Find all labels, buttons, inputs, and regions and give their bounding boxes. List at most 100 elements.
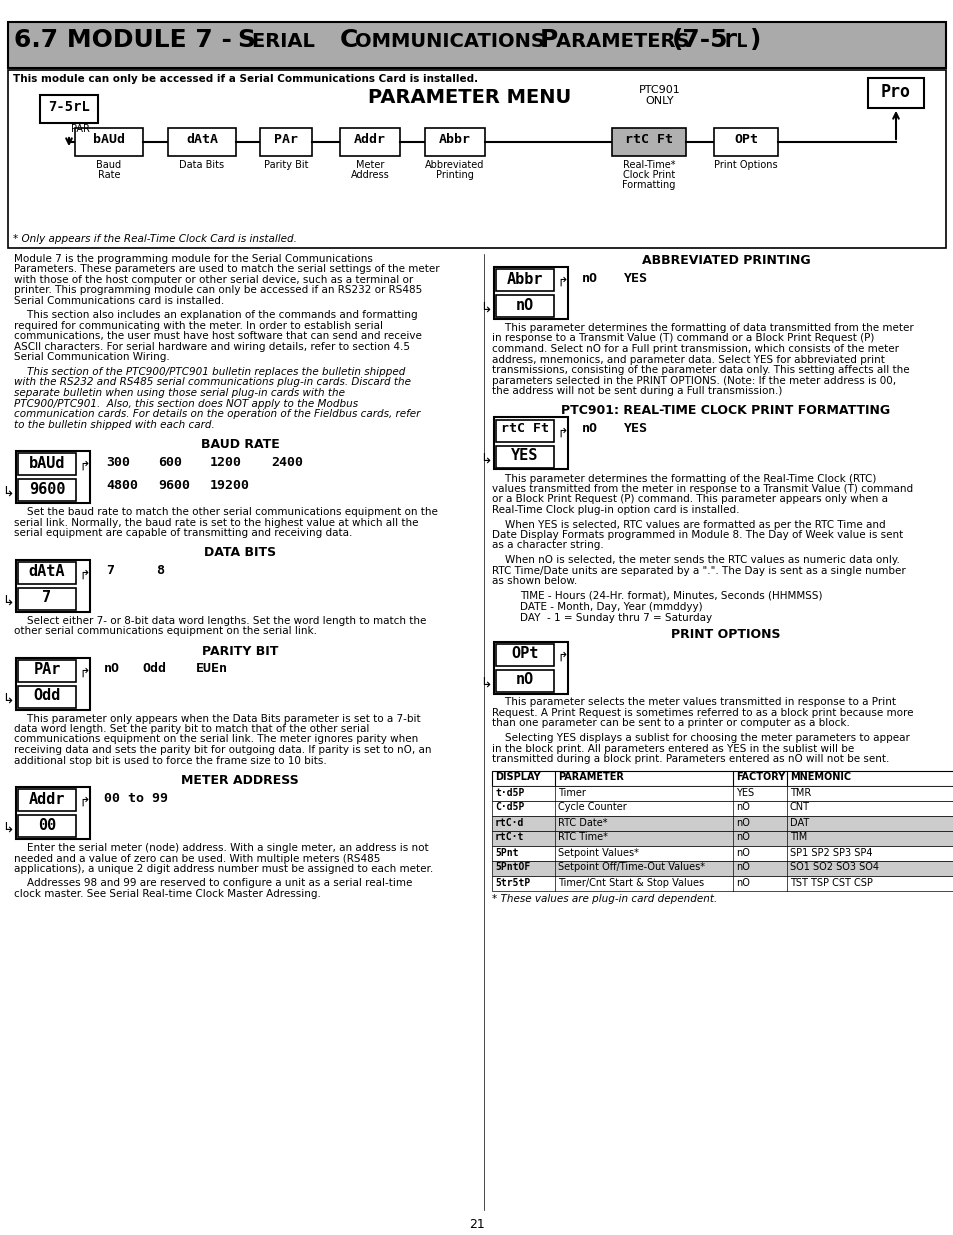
Text: TIM: TIM [789,832,806,842]
Text: additional stop bit is used to force the frame size to 10 bits.: additional stop bit is used to force the… [14,756,327,766]
Text: Print Options: Print Options [714,161,777,170]
Text: in the block print. All parameters entered as YES in the sublist will be: in the block print. All parameters enter… [492,743,853,753]
Text: EUEn: EUEn [195,662,228,676]
Text: Address: Address [351,170,389,180]
Text: 21: 21 [469,1218,484,1231]
Text: Meter: Meter [355,161,384,170]
Text: Serial Communications card is installed.: Serial Communications card is installed. [14,296,224,306]
Bar [496,669,554,692]
Bar [612,128,685,156]
Text: transmissions, consisting of the parameter data only. This setting affects all t: transmissions, consisting of the paramet… [492,366,908,375]
Text: This module can only be accessed if a Serial Communications Card is installed.: This module can only be accessed if a Se… [13,74,477,84]
Text: bAUd: bAUd [29,456,65,471]
Text: nO: nO [516,298,534,312]
Text: bAUd: bAUd [92,133,125,146]
Text: Clock Print: Clock Print [622,170,675,180]
Text: separate bulletin when using those serial plug-in cards with the: separate bulletin when using those seria… [14,388,345,398]
Text: or a Block Print Request (P) command. This parameter appears only when a: or a Block Print Request (P) command. Th… [492,494,887,505]
Bar [8,22,945,68]
Text: Setpoint Values*: Setpoint Values* [558,847,639,857]
Text: Odd: Odd [33,688,61,704]
Bar [40,95,98,124]
Text: DATA BITS: DATA BITS [204,547,275,559]
Text: nO: nO [736,878,749,888]
Bar [18,588,76,610]
Bar [18,685,76,708]
Bar [339,128,399,156]
Text: nO: nO [581,422,598,436]
Text: OPt: OPt [733,133,758,146]
Bar [18,479,76,501]
Text: ↱: ↱ [557,651,567,663]
Bar [496,446,554,468]
Text: * These values are plug-in card dependent.: * These values are plug-in card dependen… [492,894,717,904]
Text: ABBREVIATED PRINTING: ABBREVIATED PRINTING [641,254,809,267]
Text: 9600: 9600 [29,482,65,496]
Text: * Only appears if the Real-Time Clock Card is installed.: * Only appears if the Real-Time Clock Ca… [13,233,296,245]
Text: other serial communications equipment on the serial link.: other serial communications equipment on… [14,626,316,636]
Bar [496,643,554,666]
Text: Select either 7- or 8-bit data word lengths. Set the word length to match the: Select either 7- or 8-bit data word leng… [14,615,426,625]
Text: in response to a Transmit Value (T) command or a Block Print Request (P): in response to a Transmit Value (T) comm… [492,333,874,343]
Text: ONLY: ONLY [645,96,674,106]
Text: Enter the serial meter (node) address. With a single meter, an address is not: Enter the serial meter (node) address. W… [14,844,428,853]
Text: When YES is selected, RTC values are formatted as per the RTC Time and: When YES is selected, RTC values are for… [492,520,884,530]
Text: Real-Time*: Real-Time* [622,161,675,170]
Bar [168,128,235,156]
Bar [494,641,567,694]
Text: t·d5P: t·d5P [495,788,524,798]
Text: Abbr: Abbr [506,272,542,287]
Text: YES: YES [511,448,538,463]
Text: rtC·t: rtC·t [495,832,524,842]
Text: PAR: PAR [71,124,90,135]
Text: MNEMONIC: MNEMONIC [789,773,850,783]
Text: YES: YES [623,272,647,285]
Text: as a character string.: as a character string. [492,541,603,551]
Text: RTC Time*: RTC Time* [558,832,607,842]
Bar [494,417,567,469]
Text: Data Bits: Data Bits [179,161,224,170]
Text: to the bulletin shipped with each card.: to the bulletin shipped with each card. [14,420,214,430]
Text: as shown below.: as shown below. [492,576,577,585]
Text: OMMUNICATIONS: OMMUNICATIONS [355,32,551,51]
Bar [18,815,76,837]
Text: with those of the host computer or other serial device, such as a terminal or: with those of the host computer or other… [14,275,413,285]
Text: rtC·d: rtC·d [495,818,524,827]
Text: DATE - Month, Day, Year (mmddyy): DATE - Month, Day, Year (mmddyy) [519,601,702,611]
Text: nO: nO [104,662,120,676]
Text: Odd: Odd [142,662,166,676]
Text: ↳: ↳ [2,487,13,500]
Text: ): ) [749,28,760,52]
Text: nO: nO [736,818,749,827]
Text: 7: 7 [106,564,113,578]
Text: ERIAL: ERIAL [252,32,321,51]
Text: printer. This programming module can only be accessed if an RS232 or RS485: printer. This programming module can onl… [14,285,422,295]
Bar [496,295,554,317]
Text: Timer: Timer [558,788,585,798]
Text: Printing: Printing [436,170,474,180]
Text: ↱: ↱ [557,275,567,289]
Text: ↱: ↱ [557,426,567,440]
Text: TST TSP CST CSP: TST TSP CST CSP [789,878,872,888]
Text: C: C [339,28,358,52]
Bar [492,876,953,890]
Text: 300: 300 [106,456,130,469]
Bar [424,128,484,156]
Text: METER ADDRESS: METER ADDRESS [181,774,298,787]
Text: clock master. See Serial Real-time Clock Master Adressing.: clock master. See Serial Real-time Clock… [14,889,320,899]
Text: than one parameter can be sent to a printer or computer as a block.: than one parameter can be sent to a prin… [492,719,849,729]
Text: This parameter determines the formatting of data transmitted from the meter: This parameter determines the formatting… [492,324,913,333]
Text: 2400: 2400 [271,456,303,469]
Text: nO: nO [736,803,749,813]
Text: ↱: ↱ [79,459,90,473]
Text: rtC Ft: rtC Ft [624,133,672,146]
Text: PAr: PAr [274,133,297,146]
Bar [18,789,76,811]
Text: communications, the user must have host software that can send and receive: communications, the user must have host … [14,331,421,342]
Text: TIME - Hours (24-Hr. format), Minutes, Seconds (HHMMSS): TIME - Hours (24-Hr. format), Minutes, S… [519,590,821,600]
Text: Abbreviated: Abbreviated [425,161,484,170]
Text: Real-Time Clock plug-in option card is installed.: Real-Time Clock plug-in option card is i… [492,505,739,515]
Text: 5Pnt: 5Pnt [495,847,518,857]
Text: Setpoint Off/Time-Out Values*: Setpoint Off/Time-Out Values* [558,862,704,872]
Text: ARAMETERS: ARAMETERS [556,32,696,51]
